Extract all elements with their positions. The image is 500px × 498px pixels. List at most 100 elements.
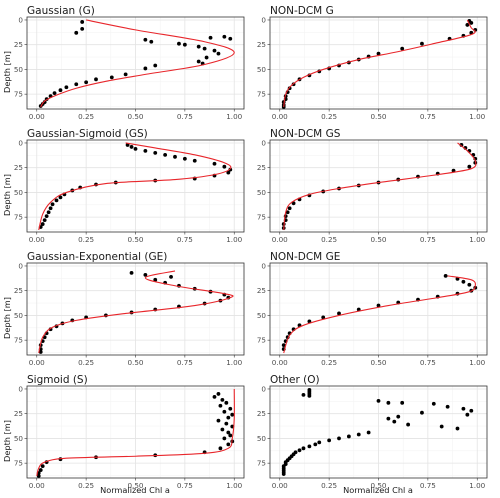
data-point	[153, 63, 158, 68]
fit-curve	[40, 19, 235, 108]
data-point	[222, 34, 227, 39]
data-point	[153, 277, 158, 282]
x-tick-label: 0.75	[420, 481, 436, 490]
data-point	[224, 421, 229, 426]
x-tick-label: 0.50	[127, 358, 143, 367]
x-tick-label: 1.00	[469, 358, 485, 367]
y-tick-label: 75	[257, 459, 266, 468]
data-point	[222, 164, 227, 169]
data-point	[467, 164, 472, 169]
data-point	[376, 51, 381, 56]
x-tick-label: 0.50	[127, 112, 143, 121]
y-axis-title-row1: Depth [m]	[2, 51, 12, 93]
data-point	[216, 392, 221, 396]
data-point	[129, 270, 134, 275]
data-point	[74, 82, 79, 87]
data-point	[58, 88, 63, 93]
data-point	[461, 406, 466, 411]
facet-panel-1: Gaussian (G) 0.00 0.25 0.50 0.75 1.00 0 25 50 75	[14, 5, 245, 121]
fit-curve	[36, 388, 235, 477]
data-point	[439, 424, 444, 429]
y-tick-label: 50	[14, 65, 24, 74]
y-tick-label: 25	[14, 409, 23, 418]
data-point	[202, 46, 207, 51]
data-point	[129, 145, 134, 149]
x-tick-label: 0.25	[321, 112, 337, 121]
data-point	[346, 434, 351, 439]
data-point	[337, 436, 341, 441]
data-point	[228, 167, 233, 172]
x-tick-label: 0.50	[127, 481, 143, 490]
data-point	[307, 319, 312, 324]
x-tick-label: 1.00	[226, 112, 242, 121]
data-point	[224, 400, 229, 405]
x-tick-label: 0.00	[29, 481, 45, 490]
panel-data	[36, 388, 235, 478]
x-tick-label: 0.00	[29, 235, 45, 244]
data-point	[465, 412, 470, 417]
data-point	[212, 48, 217, 53]
facet-panel-5: Gaussian-Exponential (GE) 0.00 0.25 0.50 0.7…	[14, 251, 245, 367]
panel-title: Sigmoid (S)	[27, 374, 88, 386]
data-point	[58, 195, 63, 200]
x-tick-label: 0.75	[177, 481, 193, 490]
x-tick-label: 0.50	[370, 235, 386, 244]
data-point	[149, 39, 154, 44]
data-point	[222, 436, 227, 441]
data-point	[173, 154, 177, 159]
x-tick-label: 0.50	[370, 358, 386, 367]
data-point	[218, 403, 223, 408]
data-point	[420, 41, 424, 46]
data-point	[469, 21, 474, 25]
data-point	[386, 416, 391, 421]
x-tick-label: 0.00	[29, 358, 45, 367]
x-tick-label: 0.75	[177, 235, 193, 244]
panel-title: NON-DCM G	[270, 5, 334, 17]
data-point	[40, 464, 45, 469]
data-point	[109, 75, 114, 80]
data-point	[400, 46, 405, 51]
y-tick-label: 25	[257, 286, 266, 295]
x-tick-label: 0.25	[321, 235, 337, 244]
data-point	[50, 202, 55, 207]
x-tick-label: 1.00	[469, 235, 485, 244]
x-tick-label: 0.50	[370, 481, 386, 490]
data-point	[208, 35, 213, 40]
x-tick-label: 0.75	[177, 112, 193, 121]
panel-title: NON-DCM GS	[270, 128, 341, 140]
data-point	[287, 206, 292, 211]
data-point	[301, 393, 306, 397]
y-tick-label: 75	[14, 90, 23, 99]
x-tick-label: 0.50	[370, 112, 386, 121]
data-point	[281, 472, 286, 476]
y-tick-label: 50	[14, 434, 24, 443]
x-tick-label: 1.00	[469, 481, 485, 490]
y-tick-label: 75	[257, 336, 266, 345]
data-point	[307, 444, 312, 449]
data-point	[327, 438, 332, 443]
data-point	[226, 170, 231, 175]
data-point	[220, 397, 225, 402]
data-point	[36, 474, 41, 478]
data-point	[52, 91, 57, 96]
data-point	[216, 51, 221, 56]
data-point	[80, 20, 85, 24]
data-point	[204, 55, 209, 60]
data-point	[301, 446, 306, 451]
y-tick-label: 25	[257, 409, 266, 418]
y-tick-label: 25	[14, 40, 23, 49]
data-point	[169, 274, 173, 279]
x-tick-label: 0.75	[420, 358, 436, 367]
data-point	[220, 427, 225, 432]
data-point	[177, 41, 181, 46]
y-tick-label: 75	[14, 213, 23, 222]
panel-title: Other (O)	[270, 374, 320, 386]
y-tick-label: 0	[18, 384, 23, 393]
data-point	[386, 400, 391, 405]
data-point	[321, 315, 326, 320]
y-tick-label: 75	[14, 336, 23, 345]
data-point	[196, 44, 201, 49]
fit-curve	[38, 270, 234, 354]
data-point	[42, 218, 47, 223]
